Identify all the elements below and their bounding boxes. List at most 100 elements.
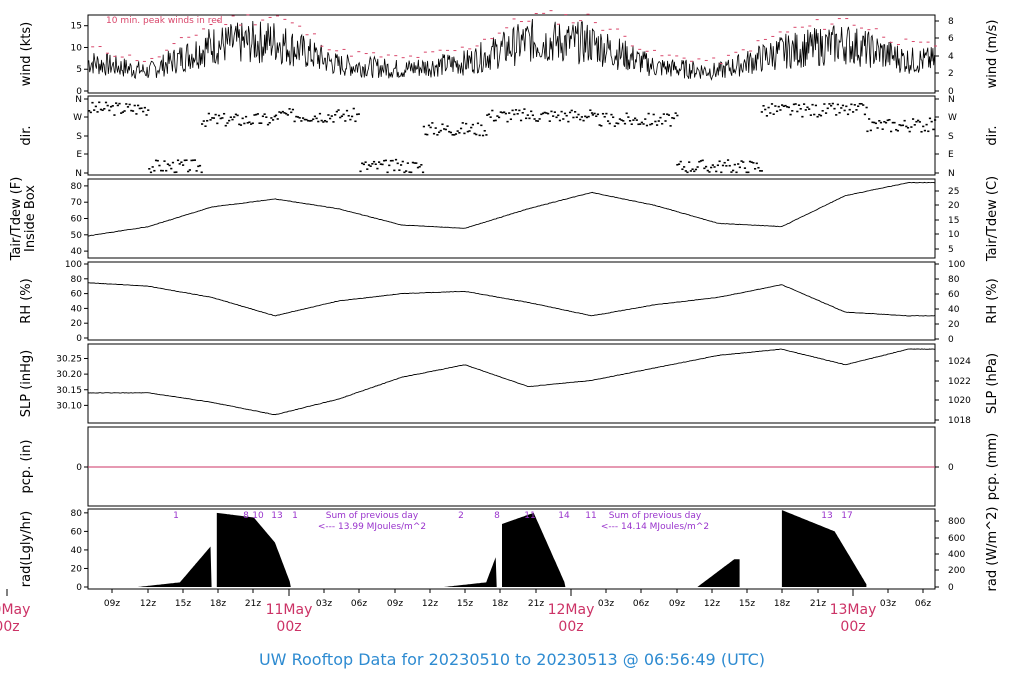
direction-point [713, 166, 716, 168]
direction-point [394, 158, 398, 161]
direction-point [593, 112, 596, 115]
direction-point [563, 112, 567, 115]
direction-point [461, 122, 464, 124]
direction-point [307, 119, 310, 122]
direction-point [777, 105, 780, 108]
tick-label-left-dir: S [76, 132, 82, 142]
direction-point [784, 104, 787, 107]
direction-point [243, 122, 246, 125]
direction-point [676, 163, 679, 166]
direction-point [485, 134, 488, 136]
direction-point [830, 104, 833, 107]
direction-point [841, 104, 845, 107]
direction-point [310, 119, 313, 122]
direction-point [192, 159, 195, 162]
radiation-hour-label: 8 [494, 511, 500, 521]
direction-point [454, 133, 458, 135]
direction-point [458, 131, 461, 134]
direction-point [480, 124, 483, 127]
direction-point [541, 112, 545, 115]
direction-point [94, 105, 97, 108]
direction-point [799, 108, 802, 110]
direction-point [516, 113, 519, 115]
direction-point [703, 167, 706, 170]
direction-point [497, 116, 501, 119]
direction-point [519, 119, 523, 122]
direction-point [383, 159, 386, 162]
direction-point [286, 114, 289, 116]
direction-point [575, 116, 578, 119]
direction-point [579, 118, 582, 121]
direction-point [925, 123, 928, 126]
direction-point [109, 105, 113, 108]
direction-point [536, 120, 540, 122]
direction-point [913, 124, 916, 126]
direction-point [246, 122, 249, 124]
x-tick-label: 12z [140, 599, 156, 609]
direction-point [693, 170, 696, 173]
tick-label-right-dir: N [948, 95, 955, 105]
direction-point [742, 161, 745, 163]
direction-point [794, 103, 797, 105]
direction-point [567, 120, 570, 123]
direction-point [327, 114, 330, 116]
direction-point [677, 163, 681, 165]
direction-point [543, 111, 546, 114]
direction-point [147, 109, 150, 111]
direction-point [342, 113, 345, 116]
direction-point [674, 112, 677, 114]
direction-point [596, 113, 600, 116]
direction-point [416, 166, 420, 169]
direction-point [640, 121, 643, 124]
direction-point [456, 130, 459, 132]
direction-point [840, 107, 843, 109]
direction-point [871, 121, 874, 124]
direction-point [320, 119, 323, 122]
direction-point [760, 111, 763, 113]
direction-point [156, 159, 159, 162]
direction-point [869, 129, 872, 132]
direction-point [389, 159, 393, 162]
direction-point [367, 164, 371, 166]
ylabel-right-wind: wind (m/s) [985, 20, 1000, 89]
direction-point [476, 122, 480, 125]
direction-point [478, 134, 481, 137]
direction-point [622, 120, 625, 122]
direction-point [846, 113, 850, 116]
direction-point [851, 111, 855, 113]
direction-point [617, 122, 620, 125]
direction-point [530, 110, 533, 113]
direction-point [337, 109, 340, 111]
direction-point [662, 113, 665, 115]
direction-point [197, 165, 200, 168]
direction-point [359, 170, 362, 173]
direction-point [895, 128, 898, 131]
tick-label-left-slp: 30.20 [56, 370, 82, 380]
direction-point [234, 113, 237, 116]
direction-point [111, 105, 114, 107]
direction-point [906, 126, 910, 129]
direction-point [369, 165, 372, 167]
direction-point [884, 121, 888, 124]
tick-label-left-rh: 60 [71, 290, 83, 300]
ylabel-left-wind: wind (kts) [19, 22, 34, 86]
direction-point [280, 112, 283, 114]
panel-slp: SLP (inHg) SLP (hPa) 30.10 30.15 30.20 30.25 1… [19, 343, 1000, 426]
direction-point [376, 167, 379, 170]
direction-point [411, 161, 415, 164]
day-time-label: 00z [0, 619, 20, 635]
direction-point [540, 113, 543, 116]
direction-point [628, 119, 632, 122]
direction-point [710, 166, 713, 169]
direction-point [427, 124, 431, 127]
tick-label-left-pcp: 0 [76, 463, 82, 473]
direction-point [831, 102, 834, 105]
direction-point [811, 103, 814, 106]
direction-point [590, 112, 594, 114]
direction-point [918, 121, 921, 123]
direction-point [268, 121, 271, 124]
direction-point [312, 118, 315, 121]
direction-point [209, 119, 212, 121]
direction-point [774, 105, 777, 107]
x-tick-label: 15z [739, 599, 755, 609]
